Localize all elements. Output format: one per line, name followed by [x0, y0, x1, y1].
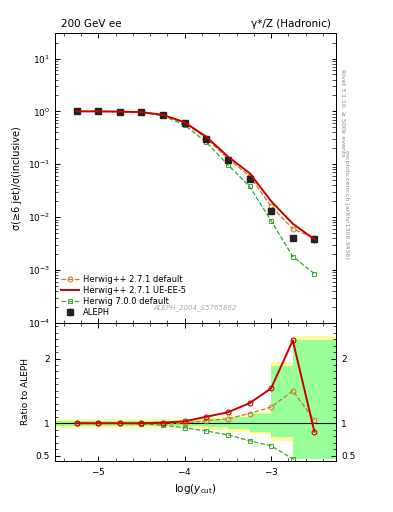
Herwig++ 2.7.1 default: [118, 109, 122, 115]
Herwig++ 2.7.1 default: [74, 109, 79, 115]
Herwig++ 2.7.1 UE-EE-5: [161, 112, 165, 118]
Herwig 7.0.0 default: [290, 253, 295, 260]
Herwig++ 2.7.1 UE-EE-5: [74, 109, 79, 115]
Herwig++ 2.7.1 default: [290, 226, 295, 232]
Herwig 7.0.0 default: [139, 109, 144, 115]
Line: Herwig 7.0.0 default: Herwig 7.0.0 default: [74, 109, 317, 276]
Herwig 7.0.0 default: [182, 122, 187, 128]
Line: Herwig++ 2.7.1 UE-EE-5: Herwig++ 2.7.1 UE-EE-5: [77, 112, 314, 239]
Text: mcplots.cern.ch [arXiv:1306.3436]: mcplots.cern.ch [arXiv:1306.3436]: [344, 151, 349, 259]
Herwig++ 2.7.1 UE-EE-5: [269, 198, 274, 204]
Herwig++ 2.7.1 default: [161, 112, 165, 118]
X-axis label: log($y_\mathrm{cut}$): log($y_\mathrm{cut}$): [174, 482, 217, 496]
Herwig++ 2.7.1 default: [204, 135, 209, 141]
Herwig++ 2.7.1 UE-EE-5: [312, 236, 317, 242]
Y-axis label: σ(≥6 jet)/σ(inclusive): σ(≥6 jet)/σ(inclusive): [12, 126, 22, 230]
Herwig++ 2.7.1 default: [247, 173, 252, 179]
Herwig 7.0.0 default: [74, 109, 79, 115]
Herwig++ 2.7.1 UE-EE-5: [204, 134, 209, 140]
Herwig 7.0.0 default: [204, 139, 209, 145]
Y-axis label: Ratio to ALEPH: Ratio to ALEPH: [21, 358, 30, 425]
Text: Rivet 3.1.10, ≥ 500k events: Rivet 3.1.10, ≥ 500k events: [340, 69, 345, 157]
Herwig 7.0.0 default: [312, 271, 317, 277]
Herwig 7.0.0 default: [161, 113, 165, 119]
Text: 200 GeV ee: 200 GeV ee: [61, 19, 121, 29]
Herwig++ 2.7.1 UE-EE-5: [118, 109, 122, 115]
Legend: Herwig++ 2.7.1 default, Herwig++ 2.7.1 UE-EE-5, Herwig 7.0.0 default, ALEPH: Herwig++ 2.7.1 default, Herwig++ 2.7.1 U…: [59, 273, 187, 319]
Herwig 7.0.0 default: [96, 109, 101, 115]
Herwig++ 2.7.1 default: [96, 109, 101, 115]
Text: ALEPH_2004_S5765862: ALEPH_2004_S5765862: [154, 305, 237, 311]
Herwig 7.0.0 default: [247, 183, 252, 189]
Herwig++ 2.7.1 UE-EE-5: [139, 109, 144, 115]
Herwig++ 2.7.1 UE-EE-5: [96, 109, 101, 115]
Herwig 7.0.0 default: [226, 162, 230, 168]
Line: Herwig++ 2.7.1 default: Herwig++ 2.7.1 default: [74, 109, 317, 241]
Herwig++ 2.7.1 default: [269, 203, 274, 209]
Herwig++ 2.7.1 default: [312, 235, 317, 241]
Text: γ*/Z (Hadronic): γ*/Z (Hadronic): [250, 19, 331, 29]
Herwig++ 2.7.1 UE-EE-5: [247, 170, 252, 176]
Herwig++ 2.7.1 UE-EE-5: [290, 221, 295, 227]
Herwig++ 2.7.1 default: [139, 109, 144, 115]
Herwig++ 2.7.1 UE-EE-5: [182, 119, 187, 125]
Herwig++ 2.7.1 default: [182, 120, 187, 126]
Herwig 7.0.0 default: [269, 218, 274, 224]
Herwig 7.0.0 default: [118, 109, 122, 115]
Herwig++ 2.7.1 default: [226, 156, 230, 162]
Herwig++ 2.7.1 UE-EE-5: [226, 154, 230, 160]
